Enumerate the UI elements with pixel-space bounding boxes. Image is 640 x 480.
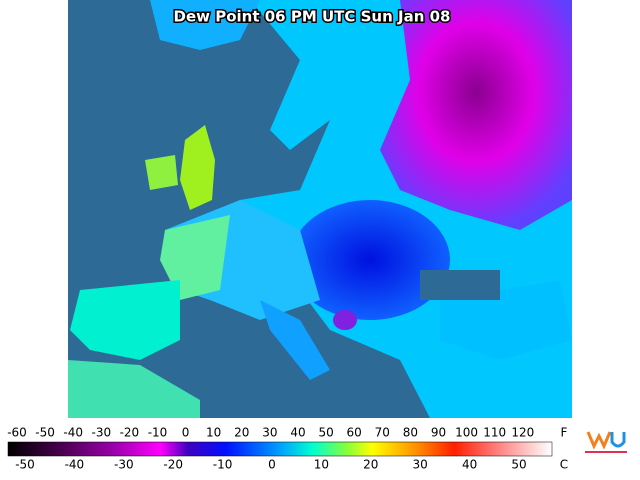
celsius-label: 20 xyxy=(363,458,378,472)
fahrenheit-unit: F xyxy=(561,426,568,440)
fahrenheit-label: -30 xyxy=(91,426,111,440)
celsius-unit: C xyxy=(560,458,568,472)
land-france xyxy=(160,215,230,300)
land-britain xyxy=(180,125,215,210)
fahrenheit-label: 120 xyxy=(511,426,534,440)
fahrenheit-label: 110 xyxy=(483,426,506,440)
map-area xyxy=(68,0,572,418)
celsius-label: -10 xyxy=(213,458,233,472)
fahrenheit-label: 90 xyxy=(431,426,446,440)
celsius-label: -50 xyxy=(15,458,35,472)
cold-spot-balkans xyxy=(333,310,357,330)
fahrenheit-label: 80 xyxy=(403,426,418,440)
cold-region-northeast xyxy=(380,0,572,230)
logo xyxy=(585,431,627,453)
celsius-label: -40 xyxy=(65,458,85,472)
fahrenheit-label: 70 xyxy=(375,426,390,440)
celsius-label: 30 xyxy=(413,458,428,472)
logo-u xyxy=(610,432,626,448)
logo-w xyxy=(586,431,612,450)
celsius-label: 0 xyxy=(268,458,276,472)
cold-region-central xyxy=(290,200,450,320)
fahrenheit-label: 20 xyxy=(234,426,249,440)
celsius-label: 40 xyxy=(462,458,477,472)
land-ireland xyxy=(145,155,178,190)
celsius-label: 10 xyxy=(314,458,329,472)
fahrenheit-label: -60 xyxy=(7,426,27,440)
black-sea xyxy=(420,270,500,300)
fahrenheit-label: -40 xyxy=(63,426,83,440)
fahrenheit-label: -10 xyxy=(148,426,168,440)
map-title: Dew Point 06 PM UTC Sun Jan 08 xyxy=(174,8,451,26)
fahrenheit-label: 60 xyxy=(347,426,362,440)
color-scale-bar xyxy=(7,441,553,457)
land-italy xyxy=(260,300,330,380)
land-iberia xyxy=(70,280,180,360)
fahrenheit-label: 30 xyxy=(262,426,277,440)
celsius-label: -20 xyxy=(163,458,183,472)
celsius-label: 50 xyxy=(511,458,526,472)
celsius-label: -30 xyxy=(114,458,134,472)
fahrenheit-label: 50 xyxy=(318,426,333,440)
fahrenheit-label: 40 xyxy=(290,426,305,440)
fahrenheit-label: 100 xyxy=(455,426,478,440)
land-africa xyxy=(68,360,200,418)
fahrenheit-label: 10 xyxy=(206,426,221,440)
fahrenheit-label: -50 xyxy=(35,426,55,440)
land-north xyxy=(150,0,260,50)
fahrenheit-label: 0 xyxy=(182,426,190,440)
fahrenheit-label: -20 xyxy=(120,426,140,440)
